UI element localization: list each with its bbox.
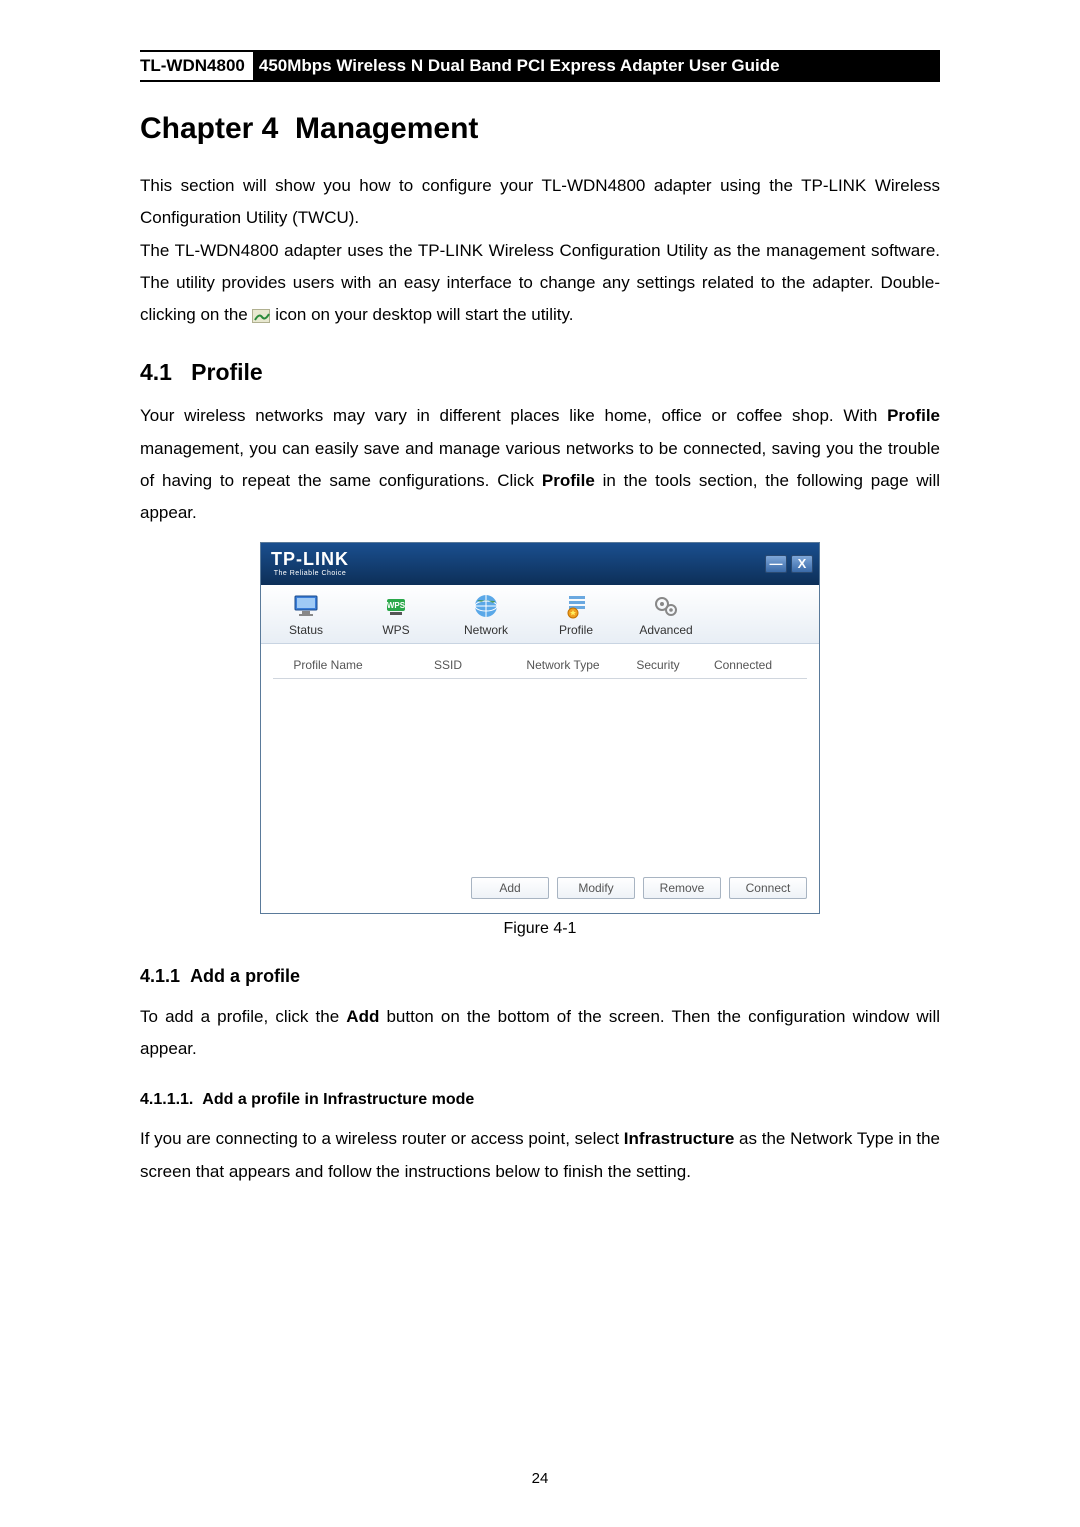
twcu-tagline: The Reliable Choice — [271, 570, 349, 577]
chapter-number: Chapter 4 — [140, 112, 278, 145]
close-glyph: X — [798, 556, 807, 571]
col-security: Security — [613, 658, 703, 672]
globe-icon — [471, 593, 501, 619]
gears-icon — [651, 593, 681, 619]
section-4-1-1-1-num: 4.1.1.1. — [140, 1091, 193, 1108]
profile-table-body — [273, 679, 807, 869]
col-connected: Connected — [703, 658, 783, 672]
twcu-tabstrip: Status WPS WPS Network Profile — [261, 585, 819, 644]
twcu-body: Profile Name SSID Network Type Security … — [261, 644, 819, 913]
section-4-1-num: 4.1 — [140, 359, 172, 385]
tab-advanced[interactable]: Advanced — [621, 591, 711, 639]
infra-pre: If you are connecting to a wireless rout… — [140, 1129, 624, 1148]
profile-list-icon — [561, 593, 591, 619]
profile-button-row: Add Modify Remove Connect — [273, 869, 807, 903]
tab-status-label: Status — [289, 623, 323, 637]
section-4-1-1-title: Add a profile — [190, 966, 300, 986]
section-4-1-1-1-heading: 4.1.1.1. Add a profile in Infrastructure… — [140, 1091, 940, 1109]
tab-status[interactable]: Status — [261, 591, 351, 639]
add-button-label: Add — [499, 881, 520, 895]
section-4-1-heading: 4.1 Profile — [140, 359, 940, 386]
profile-para-pre: Your wireless networks may vary in diffe… — [140, 406, 887, 425]
add-button[interactable]: Add — [471, 877, 549, 899]
profile-paragraph: Your wireless networks may vary in diffe… — [140, 400, 940, 529]
col-ssid: SSID — [383, 658, 513, 672]
profile-bold-2: Profile — [542, 471, 595, 490]
wps-icon: WPS — [381, 593, 411, 619]
col-network-type: Network Type — [513, 658, 613, 672]
add-profile-paragraph: To add a profile, click the Add button o… — [140, 1001, 940, 1066]
section-4-1-1-heading: 4.1.1 Add a profile — [140, 966, 940, 987]
intro-paragraph-2: The TL-WDN4800 adapter uses the TP-LINK … — [140, 235, 940, 332]
close-button[interactable]: X — [791, 555, 813, 573]
twcu-logo: TP-LINK The Reliable Choice — [271, 550, 349, 577]
modify-button-label: Modify — [578, 881, 613, 895]
section-4-1-title: Profile — [191, 359, 263, 385]
twcu-window: TP-LINK The Reliable Choice — X Status W… — [260, 542, 820, 914]
chapter-title: Management — [295, 112, 478, 145]
modify-button[interactable]: Modify — [557, 877, 635, 899]
add-profile-pre: To add a profile, click the — [140, 1007, 346, 1026]
intro-para2-post: icon on your desktop will start the util… — [275, 305, 573, 324]
profile-table-header: Profile Name SSID Network Type Security … — [273, 658, 807, 679]
chapter-heading: Chapter 4 Management — [140, 112, 940, 146]
infrastructure-paragraph: If you are connecting to a wireless rout… — [140, 1123, 940, 1188]
figure-4-1: TP-LINK The Reliable Choice — X Status W… — [140, 542, 940, 938]
remove-button[interactable]: Remove — [643, 877, 721, 899]
infra-bold: Infrastructure — [624, 1129, 735, 1148]
intro-paragraph-1: This section will show you how to config… — [140, 170, 940, 235]
tab-wps[interactable]: WPS WPS — [351, 591, 441, 639]
tab-wps-label: WPS — [382, 623, 409, 637]
minimize-glyph: — — [770, 556, 783, 571]
monitor-icon — [291, 593, 321, 619]
page-number: 24 — [0, 1470, 1080, 1487]
twcu-window-buttons: — X — [765, 555, 813, 573]
tab-network[interactable]: Network — [441, 591, 531, 639]
add-profile-bold: Add — [346, 1007, 379, 1026]
page-header: TL-WDN4800 450Mbps Wireless N Dual Band … — [140, 50, 940, 82]
minimize-button[interactable]: — — [765, 555, 787, 573]
figure-caption: Figure 4-1 — [140, 920, 940, 938]
tab-profile-label: Profile — [559, 623, 593, 637]
connect-button[interactable]: Connect — [729, 877, 807, 899]
col-profile-name: Profile Name — [273, 658, 383, 672]
section-4-1-1-num: 4.1.1 — [140, 966, 180, 986]
svg-text:WPS: WPS — [387, 601, 406, 610]
twcu-desktop-icon — [252, 309, 270, 323]
tab-advanced-label: Advanced — [639, 623, 692, 637]
connect-button-label: Connect — [746, 881, 791, 895]
profile-bold-1: Profile — [887, 406, 940, 425]
tab-network-label: Network — [464, 623, 508, 637]
twcu-brand-text: TP-LINK — [271, 550, 349, 568]
remove-button-label: Remove — [660, 881, 705, 895]
twcu-titlebar: TP-LINK The Reliable Choice — X — [261, 543, 819, 585]
header-title: 450Mbps Wireless N Dual Band PCI Express… — [253, 52, 940, 80]
header-model: TL-WDN4800 — [140, 52, 253, 80]
section-4-1-1-1-title: Add a profile in Infrastructure mode — [202, 1091, 474, 1108]
tab-profile[interactable]: Profile — [531, 591, 621, 639]
